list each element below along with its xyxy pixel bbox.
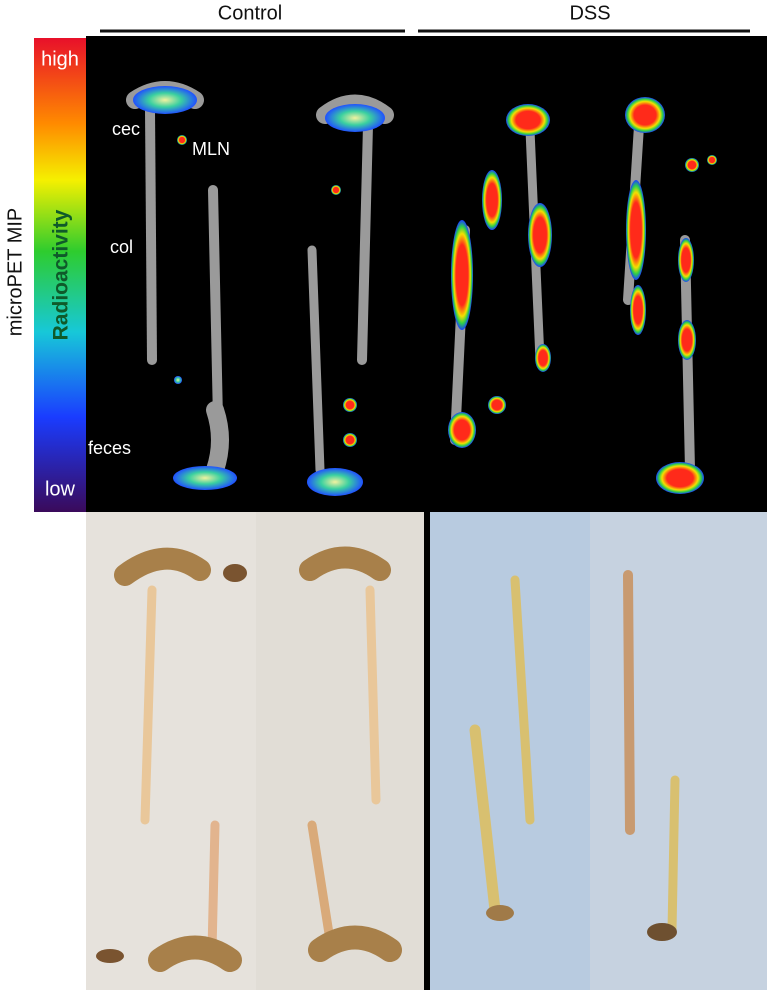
specimens-part bbox=[647, 923, 677, 941]
dss-signal-part bbox=[678, 320, 696, 360]
intestines-part bbox=[307, 820, 335, 945]
specimens-part bbox=[486, 905, 514, 921]
dss-signal-part bbox=[482, 170, 502, 230]
photo-divider bbox=[424, 512, 430, 990]
photo-towel bbox=[256, 512, 424, 990]
intestines-part bbox=[308, 925, 402, 962]
colorbar-low: low bbox=[45, 478, 76, 500]
intestines-part bbox=[207, 820, 220, 955]
control-signal-part bbox=[174, 376, 182, 384]
dss-signal-part bbox=[488, 396, 506, 414]
intestines-part bbox=[365, 585, 381, 805]
colon-signal-part bbox=[357, 120, 373, 365]
control-signal bbox=[133, 86, 385, 496]
dss-signal-part bbox=[656, 462, 704, 494]
intestines-part bbox=[510, 575, 535, 825]
intestines-part bbox=[148, 935, 242, 972]
colorbar-gradient bbox=[34, 38, 86, 512]
dss-signal bbox=[448, 97, 717, 494]
intestines-part bbox=[140, 585, 157, 825]
colon-signal-part bbox=[145, 105, 157, 365]
dss-signal-part bbox=[685, 158, 699, 172]
annotation: MLN bbox=[192, 139, 230, 159]
control-signal-part bbox=[325, 104, 385, 132]
control-signal-part bbox=[343, 398, 357, 412]
specimens-part bbox=[96, 949, 124, 963]
dss-signal-part bbox=[707, 155, 717, 165]
axis-label: microPET MIP bbox=[4, 208, 26, 337]
group-label: DSS bbox=[569, 2, 610, 24]
control-signal-part bbox=[331, 185, 341, 195]
dss-signal-part bbox=[528, 203, 552, 267]
intestines-part bbox=[299, 546, 391, 581]
photo-towel bbox=[590, 512, 767, 990]
photo-panel bbox=[86, 512, 767, 990]
colorbar: high low Radioactivity bbox=[34, 38, 86, 512]
group-label: Control bbox=[218, 2, 282, 24]
dss-signal-part bbox=[626, 180, 646, 280]
control-signal-part bbox=[307, 468, 363, 496]
dss-signal-part bbox=[625, 97, 665, 133]
pet-panel: cec MLN col feces bbox=[86, 36, 767, 512]
colon-signal-part bbox=[307, 245, 325, 475]
intestines-part bbox=[667, 775, 680, 935]
specimens bbox=[96, 564, 677, 963]
annotation: col bbox=[110, 237, 133, 257]
control-signal-part bbox=[177, 135, 187, 145]
dss-signal-part bbox=[451, 220, 473, 330]
control-signal-part bbox=[343, 433, 357, 447]
dss-signal-part bbox=[535, 344, 551, 372]
colorbar-label: Radioactivity bbox=[50, 209, 73, 340]
colorbar-high: high bbox=[41, 48, 79, 70]
dss-signal-part bbox=[448, 412, 476, 448]
intestines-part bbox=[623, 570, 635, 835]
photo-towel bbox=[86, 512, 256, 990]
annotation: cec bbox=[112, 119, 140, 139]
dss-signal-part bbox=[678, 238, 694, 282]
intestines-part bbox=[469, 724, 501, 916]
control-signal-part bbox=[173, 466, 237, 490]
colon-signal-part bbox=[206, 401, 229, 479]
dss-signal-part bbox=[506, 104, 550, 136]
intestines bbox=[114, 546, 680, 972]
annotation: feces bbox=[88, 438, 131, 458]
intestines-part bbox=[114, 547, 211, 586]
dss-signal-part bbox=[630, 285, 646, 335]
control-signal-part bbox=[133, 86, 197, 114]
group-headers: Control DSS bbox=[100, 2, 750, 33]
colon-signal-part bbox=[208, 185, 223, 425]
specimens-part bbox=[223, 564, 247, 582]
